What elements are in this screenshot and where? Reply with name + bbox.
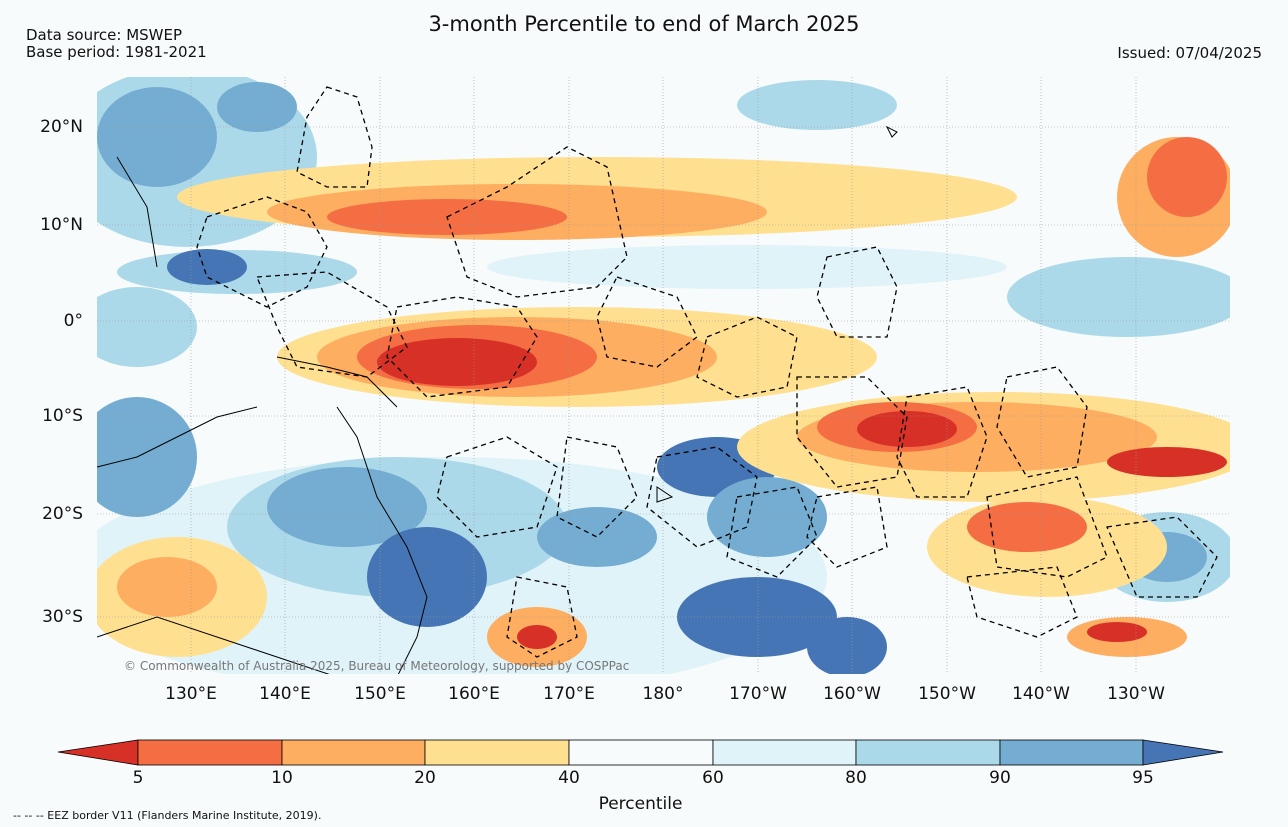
eez-borders [196,86,1218,658]
lat-label-10n: 10°N [40,215,83,235]
colorbar-tick-10: 10 [271,768,293,788]
lon-label-140w: 140°W [1012,684,1070,704]
lon-label-150w: 150°W [918,684,976,704]
lon-label-160w: 160°W [823,684,881,704]
colorbar-tick-95: 95 [1132,768,1154,788]
lon-label-160e: 160°E [448,684,500,704]
lon-label-140e: 140°E [259,684,311,704]
map-title: 3-month Percentile to end of March 2025 [428,12,860,36]
lat-label-20s: 20°S [42,504,83,524]
colorbar-bin-60-80 [712,739,857,766]
eez-footnote: -- -- -- EEZ border V11 (Flanders Marine… [13,809,322,822]
lon-label-130w: 130°W [1107,684,1165,704]
coastlines [97,125,898,674]
lon-label-130e: 130°E [165,684,217,704]
colorbar-tick-5: 5 [132,768,144,788]
graticule [97,77,1230,674]
lat-label-30s: 30°S [42,607,83,627]
colorbar-tick-40: 40 [558,768,580,788]
lat-label-0: 0° [63,311,83,331]
lon-label-180: 180° [642,684,684,704]
colorbar-bin-90-95 [999,739,1144,766]
colorbar-tick-20: 20 [414,768,436,788]
data-source-label: Data source: MSWEP [26,26,183,44]
lon-label-170w: 170°W [729,684,787,704]
metadata-block: Data source: MSWEP Base period: 1981-202… [26,27,207,61]
percentile-map [97,77,1230,674]
colorbar-bin-20-40 [424,739,570,766]
lon-label-170e: 170°E [543,684,595,704]
colorbar-extend-high [1142,739,1224,766]
colorbar-label: Percentile [598,794,683,814]
lon-label-150e: 150°E [354,684,406,704]
colorbar-tick-80: 80 [845,768,867,788]
colorbar-bin-40-60 [568,739,714,766]
map-canvas [97,77,1230,674]
copyright-notice: © Commonwealth of Australia 2025, Bureau… [124,659,630,673]
colorbar-tick-60: 60 [702,768,724,788]
lat-label-10s: 10°S [42,406,83,426]
colorbar-bin-5-10 [137,739,283,766]
lat-label-20n: 20°N [40,117,83,137]
colorbar-tick-90: 90 [989,768,1011,788]
colorbar-bin-80-90 [855,739,1001,766]
colorbar-extend-low [57,739,139,766]
issued-date-label: Issued: 07/04/2025 [1117,44,1262,62]
precip-red-fields [97,137,1230,667]
base-period-label: Base period: 1981-2021 [26,43,207,61]
colorbar-bin-10-20 [281,739,426,766]
